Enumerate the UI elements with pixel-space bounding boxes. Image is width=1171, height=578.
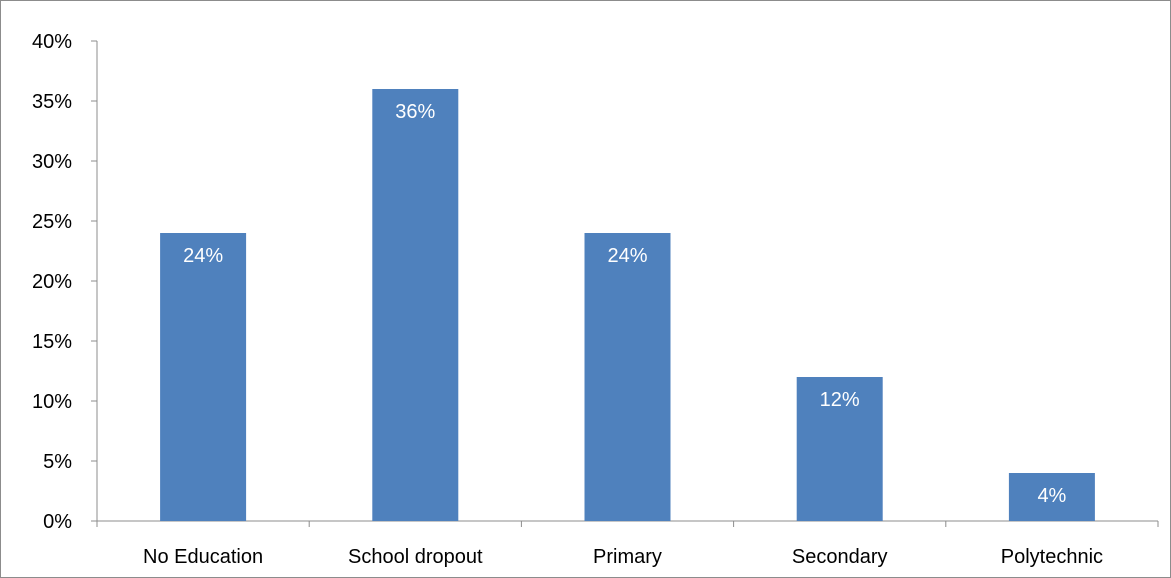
y-tick-label: 10% (32, 391, 72, 413)
bar (1008, 473, 1095, 521)
bar (584, 233, 671, 521)
x-tick-label: No Education (143, 546, 263, 568)
y-tick-label: 0% (43, 511, 72, 533)
labels: 0% 5% 10% 15% 20% 25% 30% 35% 40% 24% No Education… (32, 31, 1103, 568)
bars (160, 89, 1095, 521)
y-tick-label: 20% (32, 271, 72, 293)
y-tick-label: 25% (32, 211, 72, 233)
bar (372, 89, 459, 521)
data-label: 24% (183, 245, 223, 267)
bar (160, 233, 247, 521)
y-tick-label: 5% (43, 451, 72, 473)
y-tick-label: 40% (32, 31, 72, 53)
data-label: 36% (395, 101, 435, 123)
x-tick-label: Polytechnic (1001, 546, 1103, 568)
x-tick-label: Secondary (792, 546, 888, 568)
y-tick-label: 35% (32, 91, 72, 113)
data-label: 24% (607, 245, 647, 267)
x-tick-label: Primary (593, 546, 662, 568)
x-tick-label: School dropout (348, 546, 483, 568)
y-tick-label: 15% (32, 331, 72, 353)
data-label: 4% (1037, 485, 1066, 507)
y-tick-label: 30% (32, 151, 72, 173)
data-label: 12% (820, 389, 860, 411)
bar (796, 377, 883, 521)
